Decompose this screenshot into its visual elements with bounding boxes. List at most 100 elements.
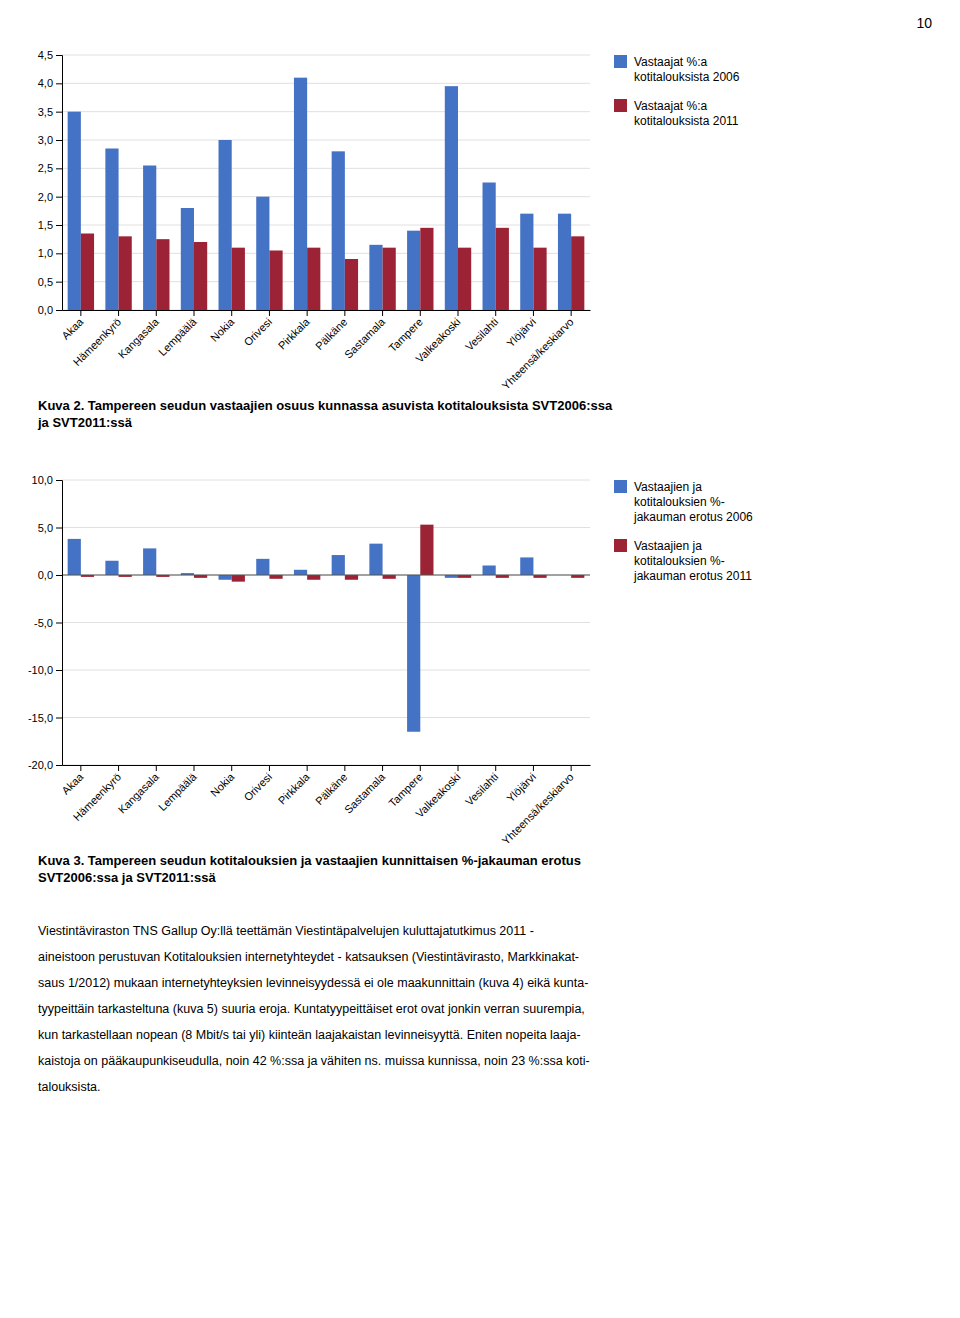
text-line: kotitalouksien %- [634,554,725,568]
legend-swatch [614,99,627,112]
bar [533,248,546,310]
tick-mark [231,765,232,771]
bar [407,575,420,732]
bar [332,151,345,310]
axis-line [63,765,591,766]
tick-mark [118,310,119,316]
tick: Hämeenkyrö [71,310,124,368]
tick-mark [56,83,62,84]
tick-label: -5,0 [34,617,53,629]
bar [105,561,118,575]
tick-mark [533,310,534,316]
grid [62,55,590,310]
tick: 1,0 [38,247,62,259]
tick: Pirkkala [276,765,313,807]
tick-mark [56,670,62,671]
tick-label: Yhteensä/keskiarvo [499,316,575,392]
bar [369,544,382,575]
tick-label: Valkeakoski [413,771,462,820]
tick-label: 4,0 [38,77,53,89]
tick: Orivesi [241,310,274,348]
body-line: tyypeittäin tarkasteltuna (kuva 5) suuri… [38,1002,585,1016]
grid-line [62,527,590,528]
text-line: kotitalouksien %- [634,495,725,509]
tick-mark [56,168,62,169]
tick-label: Sastamala [342,315,388,361]
legend-label: Vastaajien jakotitalouksien %-jakauman e… [633,480,753,524]
bar [143,548,156,575]
grid-line [62,111,590,112]
bar [105,149,118,311]
tick-label: Ylöjärvi [504,771,538,805]
tick-label: Nokia [208,770,237,799]
legend-swatch [614,55,627,68]
tick-label: 4,5 [38,49,53,61]
bar [294,570,307,575]
tick-mark [56,528,62,529]
tick: Nokia [208,765,237,799]
body-line: kaistoja on pääkaupunkiseudulla, noin 42… [38,1054,590,1068]
tick-label: Pälkäne [313,771,350,808]
tick-label: 0,5 [38,276,53,288]
text-line: Kuva 2. Tampereen seudun vastaajien osuu… [38,398,613,413]
tick-label: 5,0 [38,522,53,534]
tick-mark [571,310,572,316]
bar [219,140,232,310]
tick: 1,5 [38,219,62,231]
tick-mark [382,765,383,771]
tick-mark [56,718,62,719]
tick-mark [56,282,62,283]
bar [294,78,307,310]
tick-label: Pälkäne [313,316,350,353]
bar [458,248,471,310]
bar [307,575,320,580]
tick-mark [80,765,81,771]
body-line: talouksista. [38,1080,101,1094]
text-line: ja SVT2011:ssä [37,415,133,430]
zero-line [62,575,590,576]
grid-line [62,717,590,718]
bar [219,575,232,580]
grid-line [62,253,590,254]
text-line: SVT2006:ssa ja SVT2011:ssä [38,870,217,885]
tick-mark [571,765,572,771]
tick-mark [156,765,157,771]
tick-label: 2,0 [38,191,53,203]
tick-label: 10,0 [32,474,53,486]
tick: Pälkäne [313,765,350,807]
tick-label: 1,0 [38,247,53,259]
grid-line [62,281,590,282]
text-line: jakauman erotus 2011 [633,569,752,583]
tick-mark [56,197,62,198]
text-line: Vastaajien ja [634,539,702,553]
tick-label: Orivesi [241,316,274,349]
bar [269,575,282,579]
tick-mark [56,480,62,481]
tick-mark [194,310,195,316]
y-axis: -20,0-15,0-10,0-5,00,05,010,0 [28,474,63,771]
grid-line [62,168,590,169]
tick-mark [156,310,157,316]
bar [420,228,433,310]
tick-mark [56,112,62,113]
tick-mark [269,310,270,316]
tick: Akaa [59,310,86,342]
tick: Tampere [386,765,425,809]
legend-item: Vastaajat %:akotitalouksista 2006 [614,55,740,84]
tick: 3,5 [38,106,62,118]
bar [496,228,509,310]
bar [345,575,358,580]
grid-line [62,55,590,56]
text-line: Vastaajat %:a [634,55,707,69]
tick: 4,5 [38,49,62,61]
body-line: saus 1/2012) mukaan internetyhteyksien l… [38,976,588,990]
tick-label: 1,5 [38,219,53,231]
tick-mark [118,765,119,771]
grid-line [62,196,590,197]
bar [181,208,194,310]
tick: Ylöjärvi [504,310,538,350]
caption: Kuva 2. Tampereen seudun vastaajien osuu… [37,398,613,430]
tick-label: Akaa [59,315,86,342]
tick: 0,5 [38,276,62,288]
tick-mark [495,765,496,771]
